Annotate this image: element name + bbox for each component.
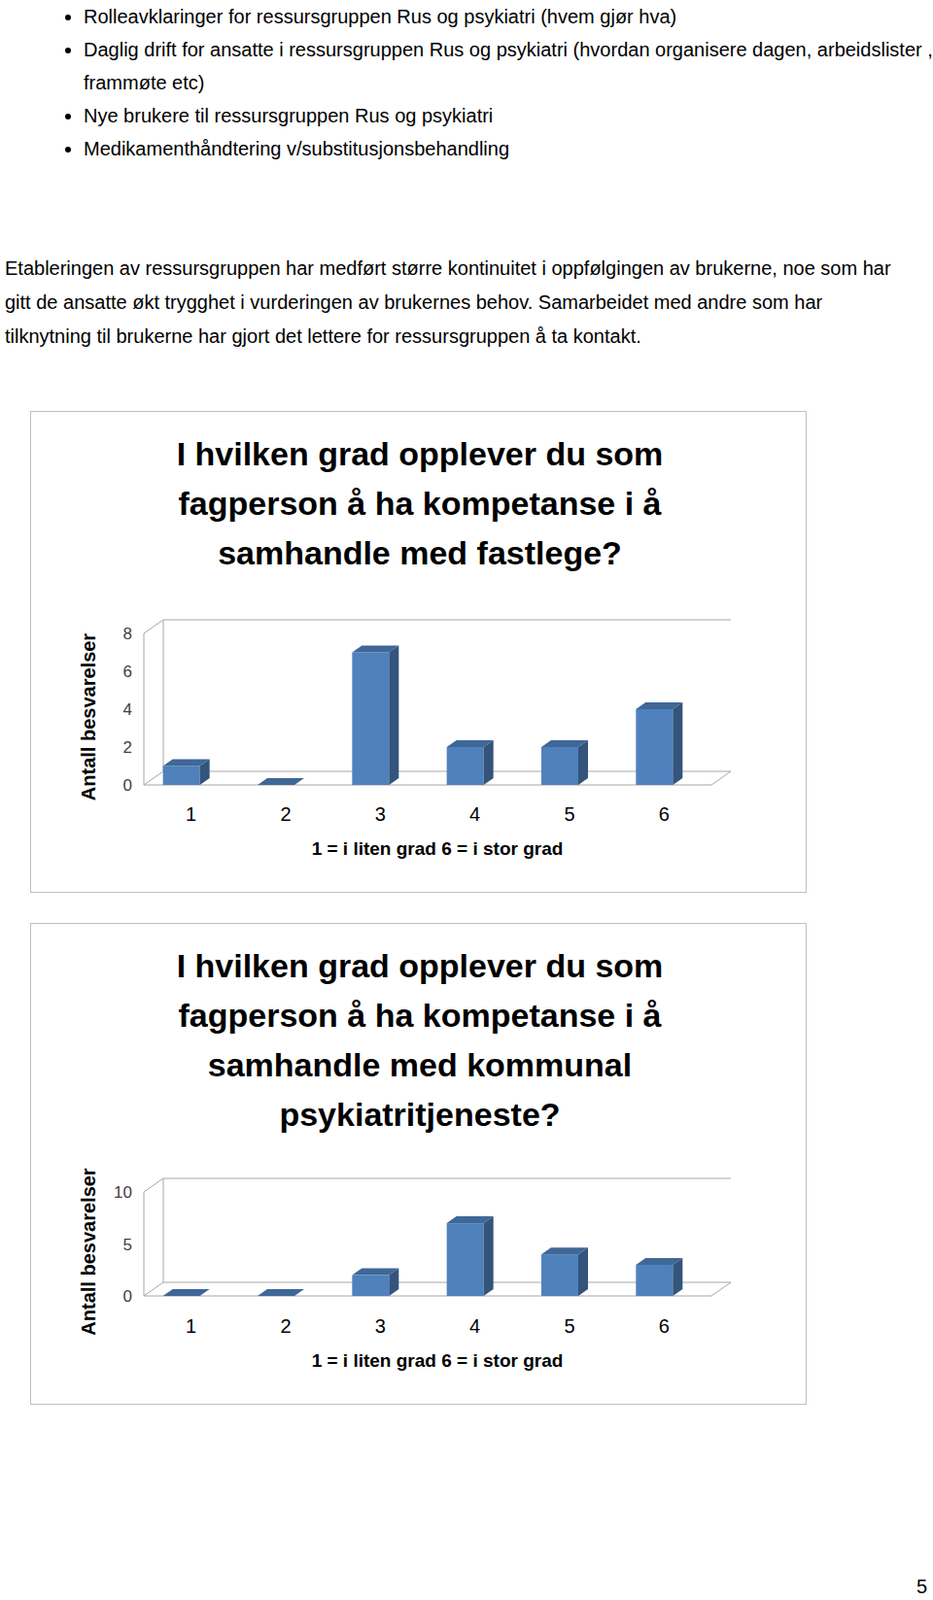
axis-frame [143, 1178, 731, 1297]
category-label: 1 [185, 1315, 197, 1338]
bar-front [351, 653, 389, 787]
bar-top [447, 740, 494, 748]
bar-side [578, 740, 588, 786]
category-label: 2 [279, 1315, 291, 1338]
bar-front [635, 1265, 673, 1297]
bar-side [483, 740, 494, 786]
tick-label: 0 [123, 1287, 133, 1307]
bar [541, 1247, 588, 1297]
bars [163, 1216, 684, 1297]
bar-front [351, 1276, 389, 1297]
bullet-item: Daglig drift for ansatte i ressursgruppe… [83, 33, 933, 100]
bar-top [257, 1289, 305, 1297]
bar-front [541, 747, 579, 786]
bar [635, 702, 683, 786]
y-axis-label: Antall besvarelser [77, 1168, 100, 1337]
category-label: 5 [563, 803, 575, 826]
category-label: 5 [563, 1315, 575, 1338]
category-label: 6 [658, 803, 670, 826]
category-label: 1 [185, 803, 197, 826]
bar-side [388, 646, 399, 787]
bar [351, 1269, 399, 1297]
bar-top [163, 1289, 210, 1297]
bullet-item: Rolleavklaringer for ressursgruppen Rus … [83, 0, 933, 34]
bar [163, 760, 210, 787]
page-number: 5 [916, 1576, 928, 1599]
y-axis-label: Antall besvarelser [77, 633, 100, 802]
category-label: 3 [375, 803, 386, 826]
bullet-item: Medikamenthåndtering v/substitusjonsbeha… [83, 132, 933, 166]
chart: 0 5 10 1 2 3 4 5 6 1 = i liten grad 6 = i stor gr… [30, 923, 807, 1406]
paragraph: Etableringen av ressursgruppen har medfø… [4, 251, 899, 354]
bar-top [541, 1247, 588, 1255]
bar [541, 740, 588, 786]
x-axis-label: 1 = i liten grad 6 = i stor grad [311, 838, 564, 860]
bar-front [163, 766, 201, 787]
bullet-item: Nye brukere til ressursgruppen Rus og ps… [83, 99, 933, 133]
tick-label: 6 [123, 662, 133, 682]
category-label: 4 [469, 1315, 481, 1338]
axis-line [143, 620, 731, 786]
bar-top [163, 760, 210, 767]
bar-top [447, 1216, 494, 1224]
tick-label: 8 [123, 624, 133, 644]
bar-side [672, 702, 683, 786]
bars [163, 646, 684, 787]
bar-front [447, 1223, 484, 1297]
bar [257, 1289, 305, 1297]
bar-front [635, 709, 673, 786]
tick-label: 5 [123, 1236, 133, 1255]
chart-svg: 0 2 4 6 8 1 2 3 4 5 6 1 = i liten grad 6 = i stor g… [31, 412, 806, 893]
bar-top [635, 702, 683, 710]
category-label: 4 [469, 803, 481, 826]
bar [635, 1258, 683, 1297]
bar-top [351, 1269, 399, 1277]
chart-title: I hvilken grad opplever du som fagperson… [128, 429, 712, 579]
bar-top [541, 740, 588, 748]
tick-label: 10 [113, 1183, 133, 1203]
tick-label: 0 [123, 776, 133, 795]
tick-label: 2 [123, 738, 133, 758]
category-label: 3 [375, 1315, 386, 1338]
bar-side [578, 1247, 588, 1297]
bar [447, 740, 494, 786]
bar [163, 1289, 210, 1297]
tick-label: 4 [123, 700, 133, 720]
bar-top [257, 778, 305, 786]
bar-front [541, 1254, 579, 1297]
category-label: 6 [658, 1315, 670, 1338]
axis-frame [143, 620, 731, 786]
chart-title: I hvilken grad opplever du som fagperson… [128, 941, 712, 1141]
chart-svg: 0 5 10 1 2 3 4 5 6 1 = i liten grad 6 = i stor gr… [31, 924, 806, 1405]
bar-front [447, 747, 484, 786]
bar-top [635, 1258, 683, 1266]
bar [351, 646, 399, 787]
bullet-list: Rolleavklaringer for ressursgruppen Rus … [50, 0, 933, 166]
bar-side [483, 1216, 494, 1297]
chart: 0 2 4 6 8 1 2 3 4 5 6 1 = i liten grad 6 = i stor g… [30, 411, 807, 894]
x-axis-label: 1 = i liten grad 6 = i stor grad [311, 1350, 564, 1372]
bar [447, 1216, 494, 1297]
axis-line [143, 1178, 731, 1297]
bar-top [351, 646, 399, 654]
bar [257, 778, 305, 786]
category-label: 2 [279, 803, 291, 826]
